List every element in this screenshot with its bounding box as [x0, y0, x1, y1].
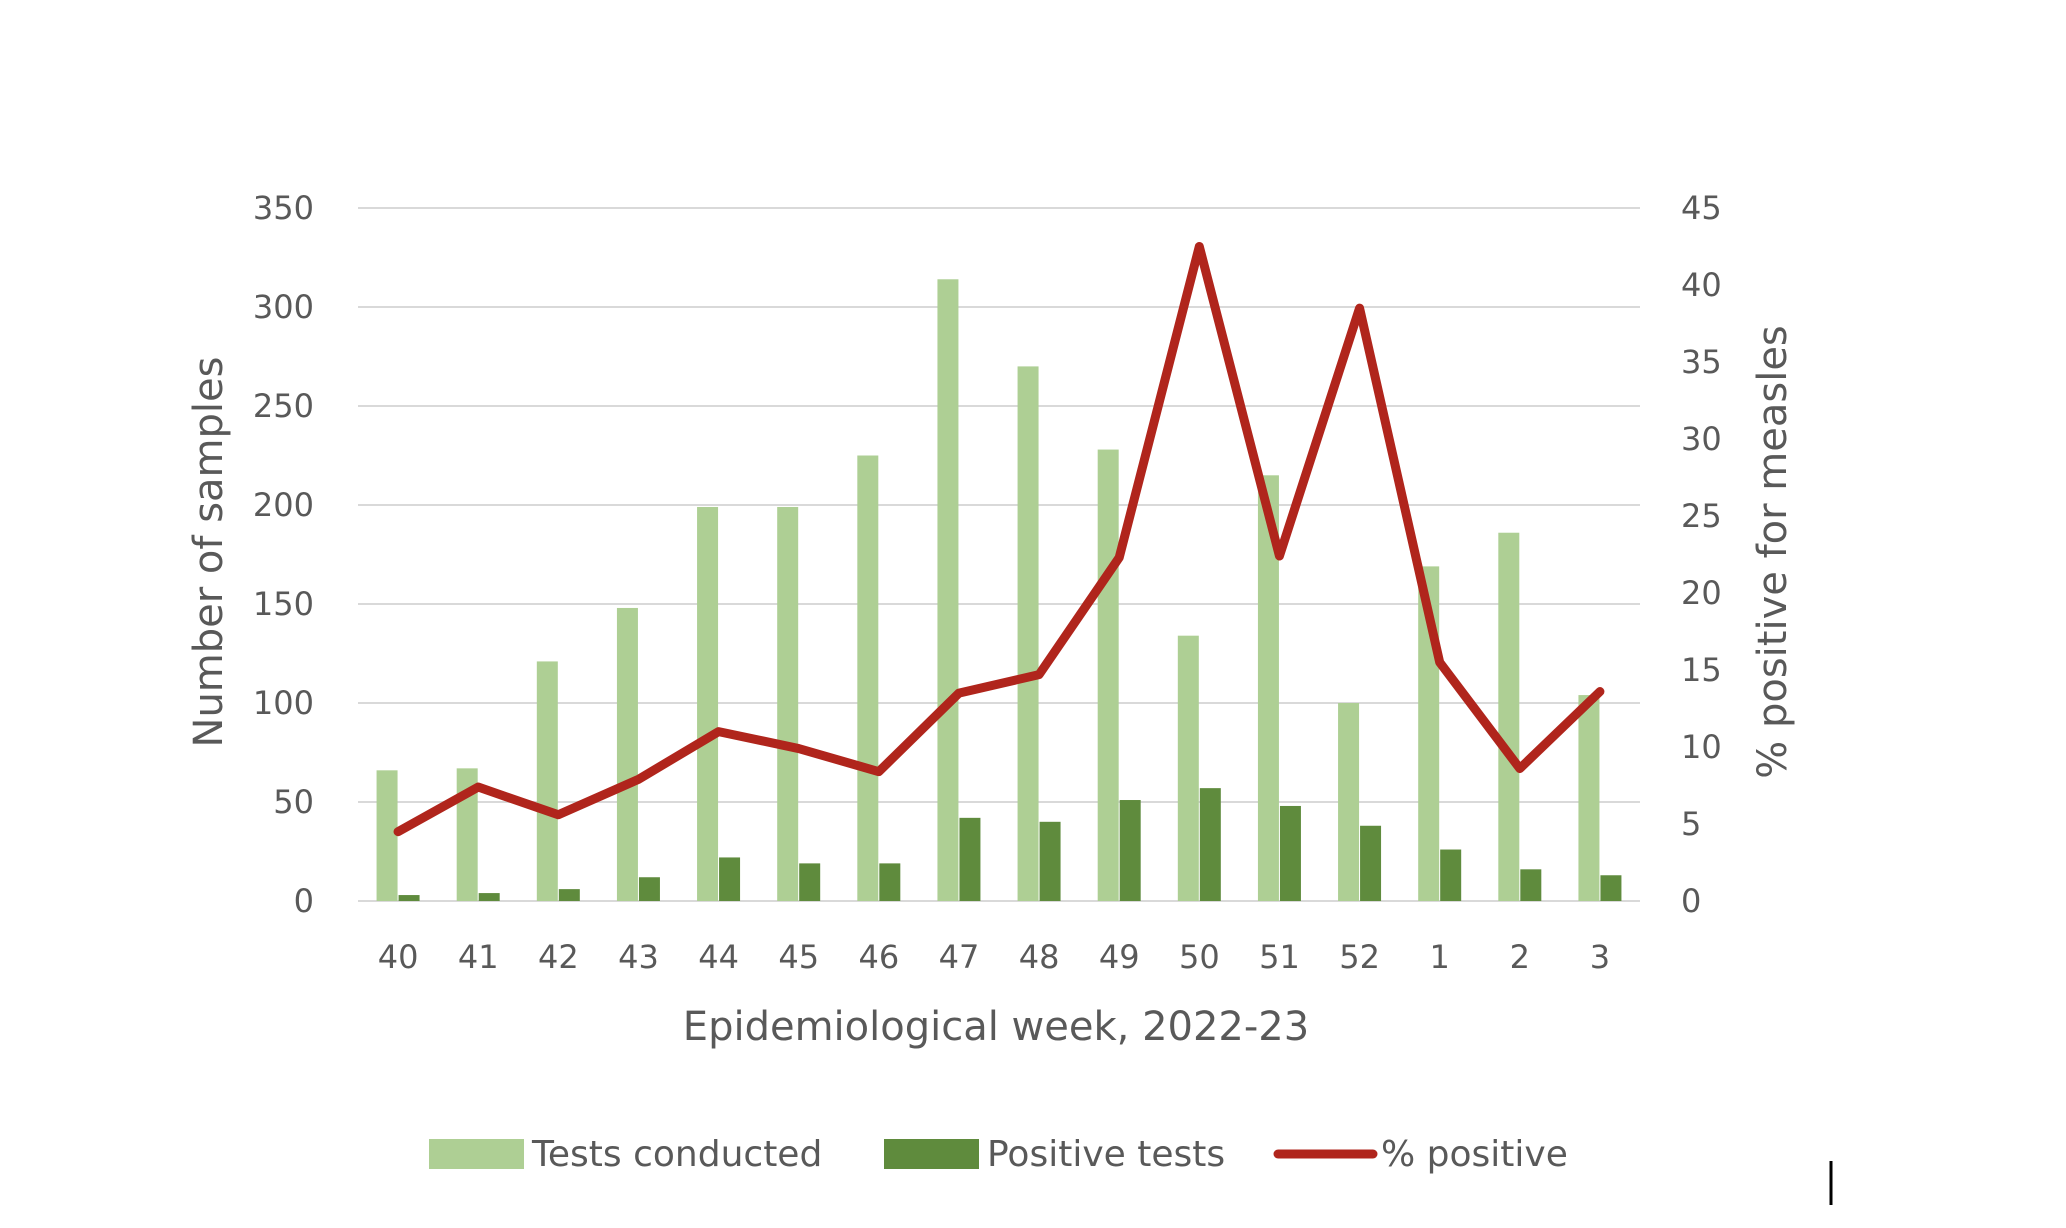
x-axis-title: Epidemiological week, 2022-23 [683, 1004, 1309, 1050]
right-y-tick-label: 20 [1681, 574, 1722, 612]
gridlines [358, 207, 1640, 902]
left-y-tick-label: 350 [253, 189, 314, 227]
right-y-tick-label: 35 [1681, 343, 1722, 381]
legend-label-percent-positive: % positive [1381, 1134, 1568, 1175]
bar-positive-tests [1119, 800, 1141, 901]
bar-positive-tests [879, 863, 901, 901]
bar-positive-tests [1039, 821, 1061, 901]
bar-tests-conducted [1498, 532, 1520, 901]
bar-positive-tests [719, 857, 741, 901]
bar-positive-tests [1600, 875, 1622, 901]
bar-positive-tests [1360, 825, 1382, 901]
legend: Tests conducted Positive tests % positiv… [429, 1134, 1568, 1175]
x-tick-label: 40 [378, 938, 419, 976]
bar-tests-conducted [536, 661, 558, 901]
right-y-tick-label: 25 [1681, 497, 1722, 535]
bar-positive-tests [1199, 788, 1221, 901]
x-tick-label: 41 [458, 938, 499, 976]
x-tick-label: 44 [698, 938, 739, 976]
right-y-tick-label: 10 [1681, 728, 1722, 766]
left-y-axis-ticks: 0 50 100 150 200 250 300 350 [253, 189, 314, 920]
x-tick-label: 42 [538, 938, 579, 976]
x-tick-label: 51 [1259, 938, 1300, 976]
legend-label-positive-tests: Positive tests [987, 1134, 1225, 1175]
x-tick-label: 50 [1179, 938, 1220, 976]
x-tick-label: 45 [778, 938, 819, 976]
left-y-tick-label: 200 [253, 486, 314, 524]
right-y-tick-label: 0 [1681, 882, 1701, 920]
left-y-tick-label: 100 [253, 684, 314, 722]
bar-tests-conducted [1017, 366, 1039, 901]
bar-tests-conducted [777, 506, 799, 901]
bar-positive-tests [478, 893, 500, 901]
right-y-tick-label: 5 [1681, 805, 1701, 843]
bar-positive-tests [1520, 869, 1542, 901]
right-y-axis-ticks: 0 5 10 15 20 25 30 35 40 45 [1681, 189, 1722, 920]
right-y-tick-label: 30 [1681, 420, 1722, 458]
bar-positive-tests [398, 895, 420, 901]
x-tick-label: 48 [1019, 938, 1060, 976]
x-tick-label: 43 [618, 938, 659, 976]
bar-positive-tests [558, 889, 580, 901]
bar-positive-tests [799, 863, 821, 901]
legend-swatch-tests-conducted [429, 1139, 524, 1169]
bar-tests-conducted [1097, 449, 1119, 901]
right-y-tick-label: 45 [1681, 189, 1722, 227]
left-y-tick-label: 250 [253, 387, 314, 425]
right-y-axis-title: % positive for measles [1750, 325, 1796, 779]
bar-tests-conducted [697, 506, 719, 901]
legend-swatch-positive-tests [884, 1139, 979, 1169]
x-tick-label: 47 [939, 938, 980, 976]
bar-positive-tests [1440, 849, 1462, 901]
percent-positive-line-layer [393, 242, 1605, 837]
x-tick-label: 46 [858, 938, 899, 976]
bar-tests-conducted [937, 279, 959, 901]
bar-tests-conducted [616, 607, 638, 901]
right-y-tick-label: 15 [1681, 651, 1722, 689]
x-tick-label: 2 [1510, 938, 1530, 976]
left-y-tick-label: 50 [273, 783, 314, 821]
right-y-tick-label: 40 [1681, 266, 1722, 304]
left-y-tick-label: 0 [294, 882, 314, 920]
bar-positive-tests [638, 877, 660, 901]
bar-tests-conducted [857, 455, 879, 901]
bar-tests-conducted [376, 770, 398, 901]
x-tick-label: 3 [1590, 938, 1610, 976]
bar-positive-tests [959, 817, 981, 901]
left-y-tick-label: 150 [253, 585, 314, 623]
bar-tests-conducted [1578, 695, 1600, 901]
left-y-tick-label: 300 [253, 288, 314, 326]
legend-label-tests-conducted: Tests conducted [531, 1134, 822, 1175]
left-y-axis-title: Number of samples [186, 357, 232, 748]
bar-tests-conducted [456, 768, 478, 901]
x-tick-label: 52 [1339, 938, 1380, 976]
bar-tests-conducted [1257, 475, 1279, 901]
x-tick-label: 1 [1430, 938, 1450, 976]
x-tick-label: 49 [1099, 938, 1140, 976]
bar-positive-tests [1279, 805, 1301, 901]
bar-tests-conducted [1177, 635, 1199, 901]
percent-positive-line [393, 242, 1605, 837]
x-axis-ticks: 40 41 42 43 44 45 46 47 48 49 50 51 52 1 2 3 [378, 938, 1610, 976]
bar-tests-conducted [1338, 703, 1360, 901]
